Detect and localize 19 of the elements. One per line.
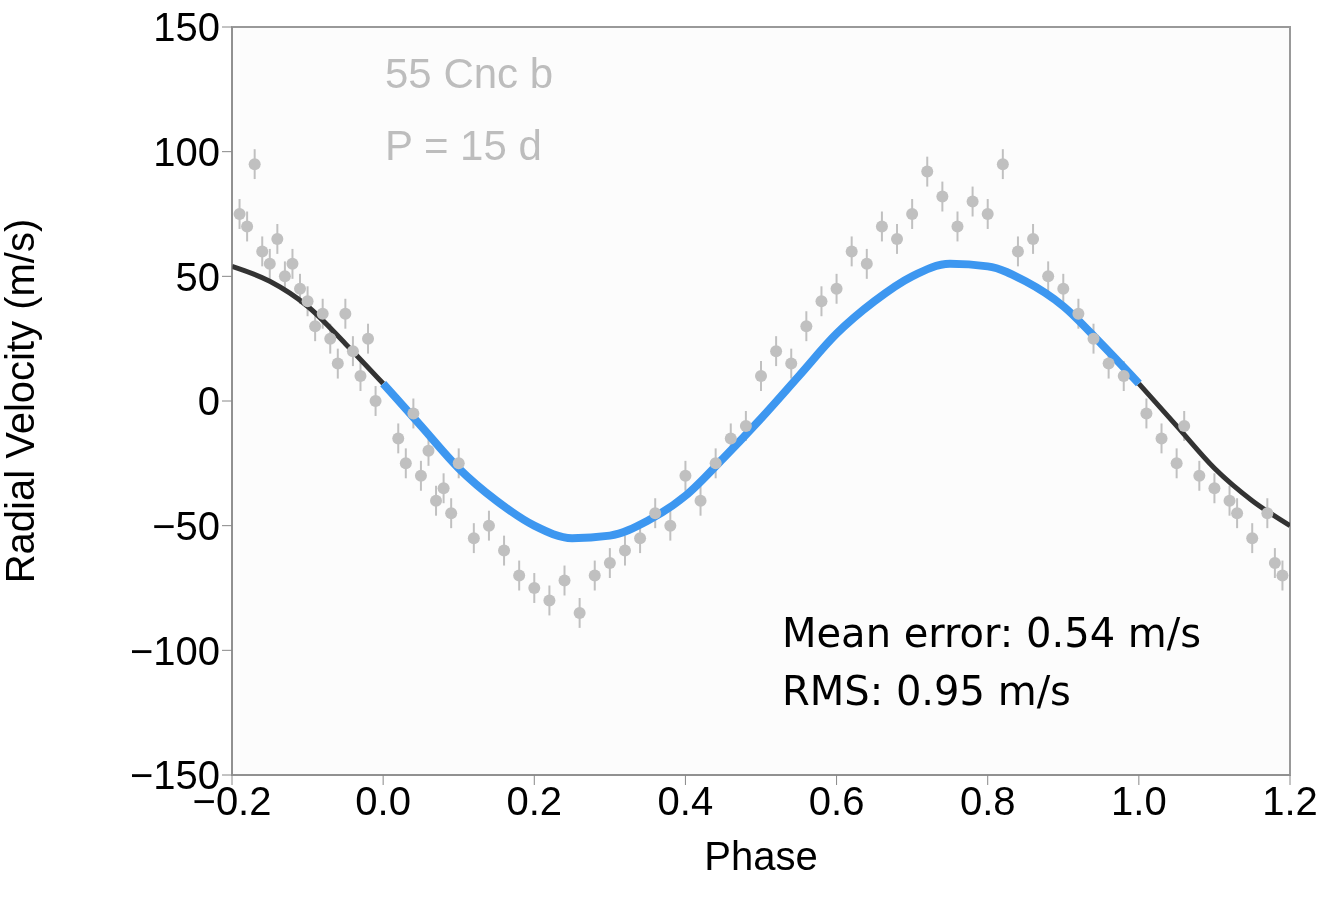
x-axis-title: Phase — [704, 834, 818, 878]
y-tick-label: −100 — [129, 628, 220, 673]
x-tick-label: 1.0 — [1111, 779, 1167, 824]
y-tick-label: 0 — [197, 379, 220, 424]
x-tick-label: 1.2 — [1262, 779, 1318, 824]
x-tick-label: 0.4 — [657, 779, 714, 824]
annotation: RMS: 0.95 m/s — [782, 668, 1071, 714]
annotation: Mean error: 0.54 m/s — [782, 610, 1202, 656]
annotation: P = 15 d — [385, 122, 542, 170]
y-tick-label: 100 — [153, 129, 220, 174]
x-tick-label: 0.6 — [808, 779, 865, 824]
y-tick-label: 150 — [153, 5, 220, 50]
x-tick-label: 0.8 — [959, 779, 1016, 824]
x-tick-label: 0.2 — [506, 779, 563, 824]
y-tick-label: −50 — [152, 503, 220, 548]
y-axis-title: Radial Velocity (m/s) — [0, 218, 43, 584]
y-tick-label: 50 — [175, 254, 220, 299]
annotation: 55 Cnc b — [385, 50, 554, 98]
x-tick-label: 0.0 — [355, 779, 411, 824]
